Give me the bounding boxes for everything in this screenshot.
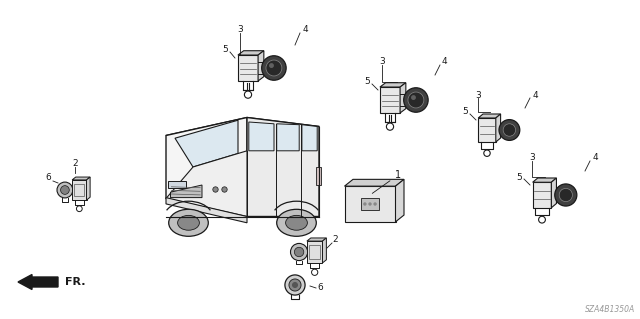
Polygon shape [166, 117, 247, 217]
Text: 6: 6 [45, 174, 51, 182]
FancyArrow shape [18, 275, 58, 290]
Text: 5: 5 [222, 46, 228, 55]
Polygon shape [175, 120, 238, 167]
Circle shape [559, 189, 572, 202]
Polygon shape [551, 178, 556, 208]
Circle shape [222, 187, 227, 192]
Text: 4: 4 [592, 153, 598, 162]
Polygon shape [496, 114, 500, 142]
Polygon shape [307, 241, 323, 263]
Text: 2: 2 [72, 159, 78, 167]
Circle shape [212, 187, 218, 192]
Circle shape [269, 63, 274, 68]
Text: 3: 3 [475, 91, 481, 100]
Polygon shape [166, 117, 319, 145]
Circle shape [555, 184, 577, 206]
Text: 3: 3 [237, 26, 243, 34]
Circle shape [57, 182, 73, 198]
Bar [361, 198, 380, 210]
Text: 3: 3 [379, 57, 385, 66]
Circle shape [499, 120, 520, 140]
Polygon shape [380, 87, 400, 113]
Text: 4: 4 [532, 91, 538, 100]
Text: 5: 5 [364, 78, 370, 86]
Circle shape [292, 282, 298, 288]
Polygon shape [72, 177, 90, 180]
Text: SZA4B1350A: SZA4B1350A [585, 305, 635, 314]
Polygon shape [400, 83, 406, 113]
Text: 6: 6 [317, 284, 323, 293]
Text: 3: 3 [529, 153, 535, 162]
Text: 4: 4 [302, 26, 308, 34]
Polygon shape [72, 180, 86, 200]
Circle shape [285, 275, 305, 295]
Polygon shape [238, 51, 264, 55]
Polygon shape [323, 238, 326, 263]
Polygon shape [249, 122, 274, 151]
Ellipse shape [276, 209, 316, 236]
Bar [309, 245, 320, 259]
Polygon shape [166, 151, 247, 217]
Circle shape [364, 202, 367, 206]
Text: 2: 2 [332, 235, 338, 244]
Polygon shape [276, 124, 300, 151]
Text: 5: 5 [462, 108, 468, 116]
Polygon shape [478, 114, 500, 118]
Polygon shape [166, 197, 247, 223]
Polygon shape [380, 83, 406, 87]
Circle shape [291, 243, 308, 261]
Polygon shape [532, 178, 556, 182]
Circle shape [408, 92, 424, 108]
Text: 4: 4 [441, 57, 447, 66]
Polygon shape [258, 51, 264, 81]
Polygon shape [396, 179, 404, 222]
Circle shape [61, 186, 69, 194]
Circle shape [262, 56, 286, 80]
Circle shape [294, 247, 304, 257]
Polygon shape [307, 238, 326, 241]
Circle shape [503, 124, 516, 136]
Bar [74, 183, 84, 197]
Polygon shape [344, 179, 404, 186]
Ellipse shape [169, 209, 208, 236]
Circle shape [373, 202, 377, 206]
Ellipse shape [178, 215, 200, 230]
Text: FR.: FR. [65, 277, 86, 287]
Bar [316, 167, 321, 185]
Text: 5: 5 [516, 173, 522, 182]
Polygon shape [532, 182, 551, 208]
Polygon shape [478, 118, 496, 142]
Polygon shape [344, 186, 396, 222]
Bar [168, 181, 186, 188]
Circle shape [411, 95, 416, 100]
Polygon shape [238, 55, 258, 81]
Ellipse shape [285, 215, 307, 230]
Polygon shape [170, 185, 202, 197]
Polygon shape [86, 177, 90, 200]
Polygon shape [302, 125, 317, 151]
Polygon shape [247, 117, 319, 217]
Circle shape [368, 202, 372, 206]
Text: 1: 1 [372, 170, 401, 193]
Circle shape [404, 88, 428, 112]
Circle shape [289, 279, 301, 291]
Circle shape [266, 60, 282, 76]
